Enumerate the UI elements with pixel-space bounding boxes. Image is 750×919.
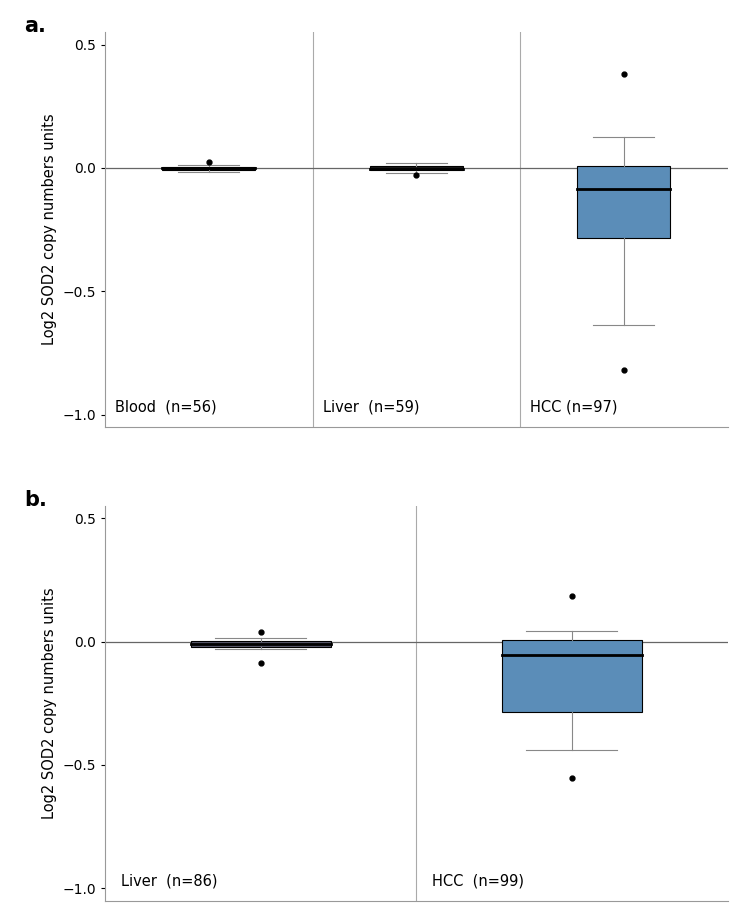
Text: HCC (n=97): HCC (n=97) xyxy=(530,400,618,414)
Bar xyxy=(502,640,642,712)
Y-axis label: Log2 SOD2 copy numbers units: Log2 SOD2 copy numbers units xyxy=(42,114,57,346)
Text: Liver  (n=86): Liver (n=86) xyxy=(121,873,217,889)
Bar xyxy=(370,166,463,170)
Text: Liver  (n=59): Liver (n=59) xyxy=(322,400,419,414)
Bar xyxy=(577,166,670,238)
Y-axis label: Log2 SOD2 copy numbers units: Log2 SOD2 copy numbers units xyxy=(42,587,57,819)
Text: Blood  (n=56): Blood (n=56) xyxy=(116,400,217,414)
Bar xyxy=(162,167,256,170)
Text: b.: b. xyxy=(24,490,47,510)
Text: a.: a. xyxy=(24,17,46,37)
Text: HCC  (n=99): HCC (n=99) xyxy=(432,873,524,889)
Bar xyxy=(190,641,331,647)
